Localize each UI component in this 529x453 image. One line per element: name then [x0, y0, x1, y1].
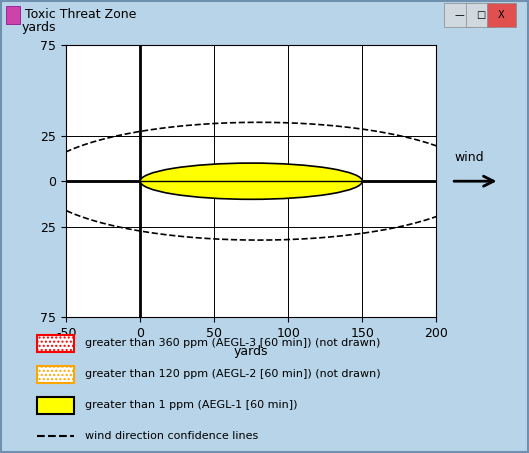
- Bar: [6, 6, 20, 24]
- Bar: [37, 397, 74, 414]
- Bar: [37, 366, 74, 383]
- Text: greater than 120 ppm (AEGL-2 [60 min]) (not drawn): greater than 120 ppm (AEGL-2 [60 min]) (…: [85, 369, 380, 379]
- Text: Toxic Threat Zone: Toxic Threat Zone: [25, 8, 136, 21]
- Bar: [444, 3, 473, 26]
- Text: wind: wind: [455, 150, 485, 164]
- Text: wind direction confidence lines: wind direction confidence lines: [85, 431, 258, 441]
- Ellipse shape: [140, 163, 362, 199]
- X-axis label: yards: yards: [234, 345, 269, 358]
- Bar: [487, 3, 516, 26]
- Text: yards: yards: [22, 21, 56, 34]
- Bar: [466, 3, 495, 26]
- Text: greater than 1 ppm (AEGL-1 [60 min]): greater than 1 ppm (AEGL-1 [60 min]): [85, 400, 297, 410]
- Text: □: □: [476, 10, 485, 20]
- Bar: [37, 335, 74, 352]
- Text: X: X: [498, 10, 505, 20]
- Text: —: —: [454, 10, 464, 20]
- Text: greater than 360 ppm (AEGL-3 [60 min]) (not drawn): greater than 360 ppm (AEGL-3 [60 min]) (…: [85, 338, 380, 348]
